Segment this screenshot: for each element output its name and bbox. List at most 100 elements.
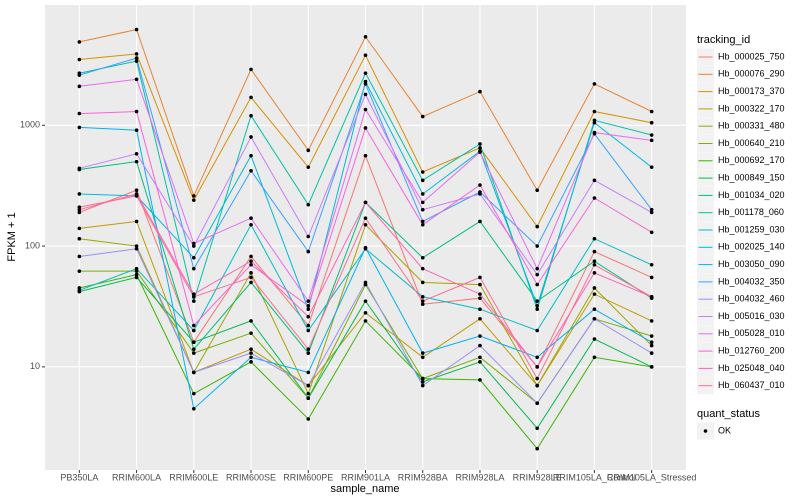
- legend-label: Hb_000849_150: [718, 172, 785, 182]
- data-point: [478, 146, 482, 150]
- data-point: [77, 40, 82, 44]
- legend-label: Hb_000692_170: [718, 155, 785, 165]
- data-point: [363, 311, 368, 315]
- data-point: [249, 331, 253, 335]
- data-point: [363, 245, 368, 250]
- data-point: [306, 351, 311, 355]
- data-point: [478, 316, 482, 321]
- data-point: [77, 205, 82, 209]
- data-point: [363, 200, 368, 205]
- x-tick-label: RRIM928LE: [513, 472, 562, 482]
- x-axis-title: sample_name: [330, 483, 399, 495]
- data-point: [192, 340, 196, 345]
- data-point: [592, 286, 597, 290]
- data-point: [649, 295, 654, 299]
- data-point: [192, 244, 196, 248]
- legend-label: Hb_000331_480: [718, 121, 785, 131]
- legend-label: Hb_000173_370: [718, 86, 785, 96]
- data-point: [192, 347, 196, 352]
- data-point: [420, 380, 425, 384]
- data-point: [420, 376, 425, 381]
- data-point: [535, 224, 539, 229]
- data-point: [420, 295, 425, 299]
- x-tick-label: PB350LA: [60, 472, 98, 482]
- data-point: [192, 295, 196, 299]
- legend-label: Hb_012760_200: [718, 345, 785, 355]
- data-point: [363, 280, 368, 285]
- data-point: [249, 271, 253, 275]
- data-point: [249, 259, 253, 263]
- data-point: [306, 383, 311, 388]
- data-point: [249, 360, 253, 364]
- data-point: [478, 378, 482, 382]
- data-point: [478, 296, 482, 301]
- data-point: [535, 355, 539, 360]
- data-point: [192, 266, 196, 271]
- data-point: [592, 236, 597, 241]
- data-point: [306, 396, 311, 401]
- data-point: [249, 135, 253, 139]
- data-point: [592, 130, 597, 135]
- data-point: [363, 319, 368, 323]
- data-point: [649, 138, 654, 143]
- data-point: [77, 207, 82, 212]
- data-point: [420, 302, 425, 307]
- data-point: [535, 426, 539, 431]
- legend: tracking_id Hb_000025_750 Hb_000076_290 Hb_…: [697, 34, 785, 440]
- x-tick-label: RRIM105LA_Control: [553, 472, 636, 482]
- x-tick-label: RRIM600PE: [283, 472, 333, 482]
- data-point: [306, 314, 311, 319]
- data-point: [192, 292, 196, 296]
- data-point: [192, 194, 196, 198]
- legend-label: Hb_001034_020: [718, 190, 785, 200]
- data-point: [249, 319, 253, 323]
- data-point: [77, 226, 82, 231]
- axes: 10 100 1000 PB350LA RRIM600LA RRIM600LE RRIM60…: [20, 120, 696, 483]
- data-point: [592, 262, 597, 267]
- data-point: [77, 84, 82, 89]
- data-point: [478, 142, 482, 146]
- data-point: [249, 347, 253, 352]
- data-point: [420, 222, 425, 227]
- data-point: [363, 92, 368, 97]
- data-point: [306, 328, 311, 333]
- legend-label: Hb_000640_210: [718, 138, 785, 148]
- data-point: [192, 198, 196, 202]
- data-point: [192, 299, 196, 303]
- data-point: [420, 178, 425, 183]
- legend-label: Hb_002025_140: [718, 242, 785, 252]
- data-point: [649, 319, 654, 323]
- data-point: [478, 307, 482, 312]
- legend-label: Hb_004032_350: [718, 276, 785, 286]
- legend-label: Hb_004032_460: [718, 294, 785, 304]
- data-point: [535, 365, 539, 369]
- data-point: [420, 280, 425, 285]
- data-point: [363, 53, 368, 58]
- x-tick-label: RRIM928BA: [398, 472, 448, 482]
- legend-label: Hb_025048_040: [718, 363, 785, 373]
- data-point: [649, 165, 654, 169]
- legend-title: tracking_id: [697, 34, 750, 46]
- data-point: [363, 82, 368, 86]
- data-point: [592, 178, 597, 183]
- data-point: [306, 417, 311, 421]
- data-point: [306, 249, 311, 254]
- data-point: [478, 183, 482, 187]
- data-point: [535, 376, 539, 381]
- data-point: [649, 262, 654, 267]
- data-point: [478, 192, 482, 196]
- data-point: [649, 275, 654, 280]
- data-point: [420, 170, 425, 174]
- data-point: [592, 259, 597, 263]
- data-point: [363, 222, 368, 227]
- data-point: [420, 299, 425, 303]
- data-point: [535, 383, 539, 388]
- data-point: [249, 355, 253, 360]
- y-tick-label: 1000: [20, 120, 40, 130]
- y-tick-label: 100: [25, 240, 40, 250]
- data-point: [363, 153, 368, 158]
- data-point: [77, 254, 82, 259]
- x-tick-label: RRIM600LA: [112, 472, 161, 482]
- data-point: [192, 323, 196, 328]
- y-axis-title: FPKM + 1: [6, 212, 18, 261]
